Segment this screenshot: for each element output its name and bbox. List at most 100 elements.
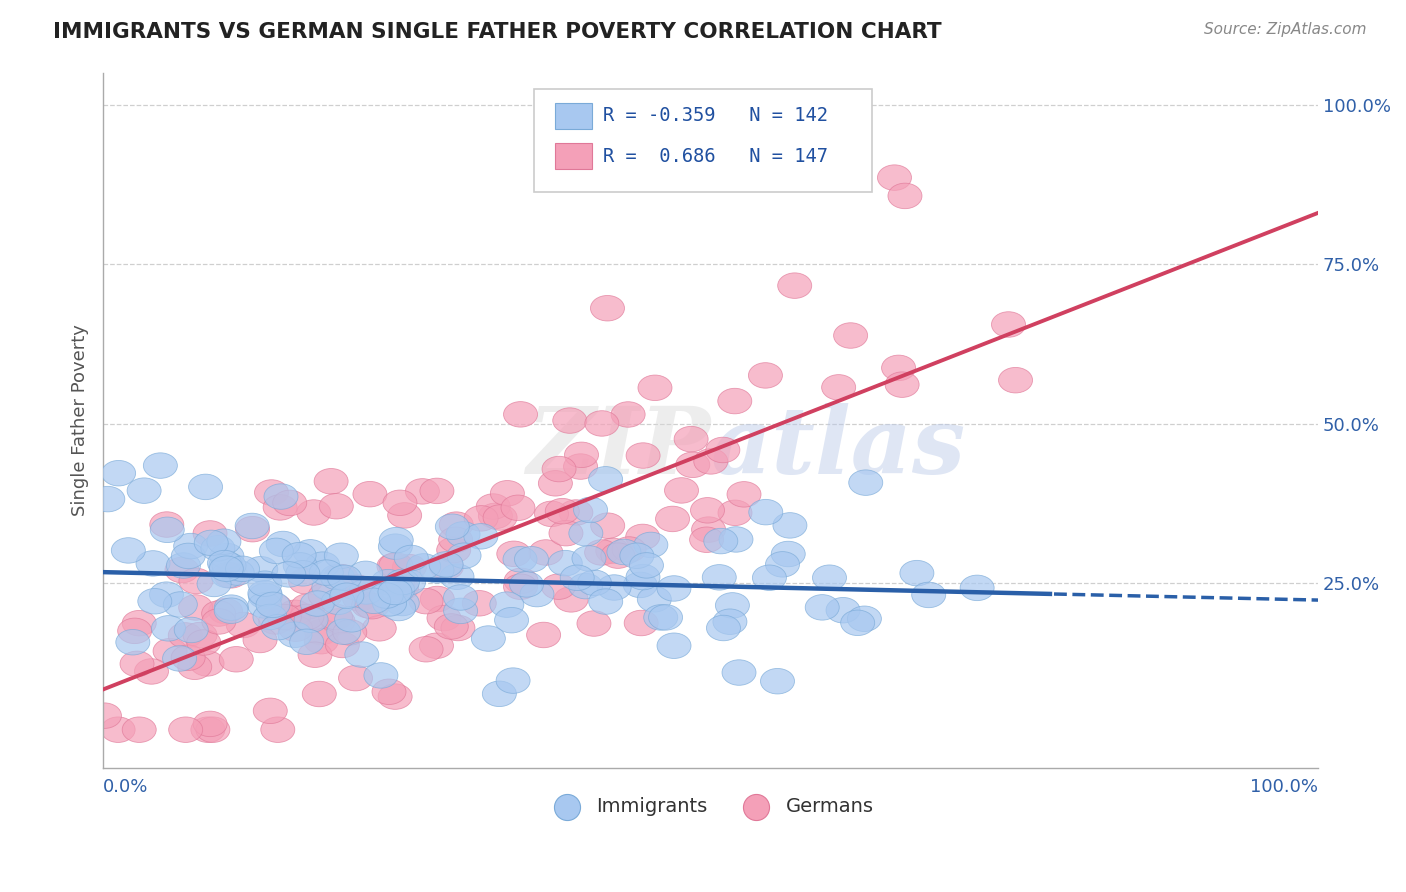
Ellipse shape (626, 565, 659, 590)
Ellipse shape (503, 574, 537, 599)
Ellipse shape (101, 460, 135, 486)
Ellipse shape (665, 478, 699, 503)
Ellipse shape (900, 560, 934, 586)
Ellipse shape (111, 538, 145, 563)
Ellipse shape (305, 552, 340, 577)
Ellipse shape (585, 540, 619, 566)
Ellipse shape (326, 619, 361, 644)
Ellipse shape (214, 563, 247, 588)
Ellipse shape (626, 442, 659, 468)
Ellipse shape (406, 554, 440, 579)
Ellipse shape (208, 550, 242, 576)
Ellipse shape (821, 375, 856, 401)
Ellipse shape (319, 493, 353, 519)
Ellipse shape (278, 622, 312, 648)
Ellipse shape (225, 556, 260, 582)
Ellipse shape (169, 623, 202, 648)
Ellipse shape (420, 586, 454, 612)
Ellipse shape (290, 604, 323, 630)
Ellipse shape (564, 454, 598, 479)
Ellipse shape (371, 569, 405, 595)
Ellipse shape (515, 547, 548, 572)
Ellipse shape (495, 607, 529, 633)
Ellipse shape (429, 554, 464, 580)
Ellipse shape (356, 593, 389, 619)
Ellipse shape (122, 610, 156, 636)
Ellipse shape (278, 600, 312, 625)
Ellipse shape (388, 503, 422, 528)
Text: 0.0%: 0.0% (103, 778, 149, 796)
Ellipse shape (202, 608, 236, 634)
Ellipse shape (848, 606, 882, 632)
Ellipse shape (256, 592, 290, 617)
Ellipse shape (259, 594, 292, 620)
Ellipse shape (437, 537, 471, 563)
Ellipse shape (813, 565, 846, 591)
Ellipse shape (827, 598, 860, 623)
Ellipse shape (548, 520, 583, 546)
Ellipse shape (172, 645, 205, 671)
Ellipse shape (443, 585, 478, 610)
Ellipse shape (716, 592, 749, 618)
Ellipse shape (382, 490, 418, 516)
Ellipse shape (623, 572, 657, 598)
Ellipse shape (172, 543, 205, 569)
Ellipse shape (263, 495, 297, 520)
Ellipse shape (841, 610, 875, 636)
Ellipse shape (778, 273, 811, 299)
Ellipse shape (201, 601, 236, 626)
Ellipse shape (702, 565, 737, 591)
Text: 100.0%: 100.0% (1250, 778, 1319, 796)
Ellipse shape (278, 616, 312, 641)
Ellipse shape (484, 505, 517, 530)
Ellipse shape (264, 483, 298, 509)
Ellipse shape (136, 550, 170, 576)
Ellipse shape (607, 540, 641, 565)
Ellipse shape (285, 560, 319, 586)
Ellipse shape (565, 442, 599, 467)
Ellipse shape (352, 592, 385, 618)
Ellipse shape (344, 641, 378, 667)
Ellipse shape (191, 717, 225, 742)
Ellipse shape (574, 497, 607, 523)
Ellipse shape (600, 543, 636, 568)
Ellipse shape (568, 574, 603, 599)
Ellipse shape (749, 500, 783, 524)
Ellipse shape (267, 604, 301, 630)
Ellipse shape (179, 595, 212, 620)
Ellipse shape (471, 626, 505, 651)
Ellipse shape (335, 607, 368, 632)
Ellipse shape (290, 629, 323, 655)
Ellipse shape (419, 633, 454, 658)
Ellipse shape (118, 618, 152, 644)
Legend: Immigrants, Germans: Immigrants, Germans (540, 789, 882, 824)
Ellipse shape (373, 591, 406, 616)
Ellipse shape (444, 599, 478, 624)
Ellipse shape (177, 654, 212, 680)
Ellipse shape (201, 535, 235, 561)
Ellipse shape (349, 561, 382, 587)
Ellipse shape (385, 569, 419, 595)
Ellipse shape (478, 503, 512, 529)
Ellipse shape (321, 565, 354, 590)
Ellipse shape (292, 606, 326, 632)
Ellipse shape (538, 471, 572, 496)
Ellipse shape (589, 589, 623, 615)
Ellipse shape (391, 569, 426, 595)
Ellipse shape (464, 524, 498, 549)
Ellipse shape (385, 591, 419, 615)
Ellipse shape (496, 541, 531, 566)
Ellipse shape (420, 558, 454, 583)
Ellipse shape (260, 717, 295, 742)
Ellipse shape (193, 711, 228, 737)
Ellipse shape (179, 568, 212, 594)
Ellipse shape (91, 486, 125, 512)
Ellipse shape (569, 521, 603, 546)
Ellipse shape (321, 608, 356, 634)
Ellipse shape (578, 570, 612, 596)
Ellipse shape (991, 311, 1025, 337)
Ellipse shape (294, 540, 328, 566)
Ellipse shape (243, 627, 277, 653)
Ellipse shape (624, 610, 658, 636)
Ellipse shape (598, 574, 631, 600)
